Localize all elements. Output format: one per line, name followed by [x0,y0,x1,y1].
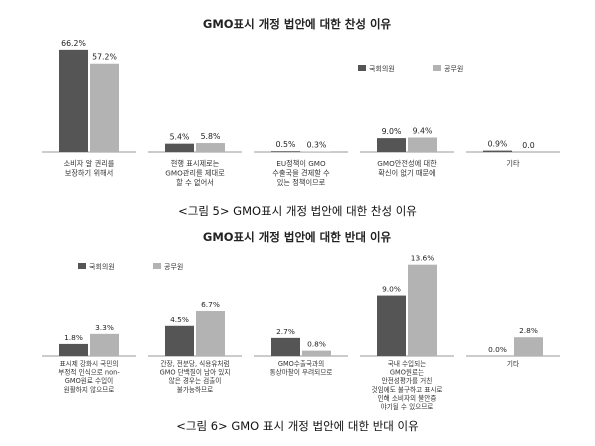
legend-label-2: 공무원 [444,64,463,73]
category-label: 부정적 인식으로 non- [58,368,120,377]
category-label: 인해 소비자의 불안증 [378,393,437,402]
legend-label-2: 공무원 [164,262,183,271]
category-label: 간장, 전분당, 식용유처럼 [160,359,229,368]
bar [90,333,119,356]
bar [377,138,406,152]
legend-swatch-2 [433,65,441,71]
data-label: 0.5% [276,140,296,149]
data-label: 0.3% [307,141,327,150]
bar [59,49,88,153]
category-label: 현행 표시제로는 [171,159,220,168]
bar [408,264,437,356]
category-label: 야기될 수 있으므로 [381,402,434,411]
chart6-title: GMO표시 개정 법안에 대한 반대 이유 [203,230,392,244]
data-label: 0.9% [488,140,508,149]
bar [59,343,88,356]
data-label: 0.8% [307,340,326,349]
data-label: 2.7% [276,327,295,336]
data-label: 5.4% [170,133,190,142]
bar [377,295,406,356]
data-label: 9.4% [413,126,433,135]
bar [514,337,543,356]
category-label: 할 수 없어서 [176,178,214,187]
data-label: 57.2% [92,53,117,62]
category-label: 통상마찰이 우려되므로 [270,368,333,377]
data-label: 2.8% [519,326,538,335]
bar [408,137,437,152]
category-label: 기타 [506,159,520,168]
category-label: 원활하지 않으므로 [64,385,115,394]
data-label: 6.7% [201,300,220,309]
bar [302,350,331,356]
category-label: 수출국을 견제할 수 [272,169,330,178]
bar [196,311,225,356]
legend-swatch-2 [153,263,161,269]
category-label: 기타 [507,359,519,368]
data-label: 9.0% [382,127,402,136]
category-label: GMO관리를 제대로 [165,169,225,178]
bar [271,337,300,356]
category-label: 불가능하므로 [177,385,213,394]
legend-swatch-1 [358,65,366,71]
category-label: GMO 단백질이 남아 있지 [160,368,231,377]
data-label: 4.5% [170,315,189,324]
category-label: 확신이 없기 때문에 [378,169,435,178]
category-label: GMO원료 수입이 [65,376,113,385]
bar [196,143,225,152]
legend-swatch-1 [78,263,86,269]
chart5-title: GMO표시 개정 법안에 대한 찬성 이유 [203,17,392,31]
bar [271,151,300,152]
category-label: 보장하기 위해서 [65,169,114,178]
category-label: GMO수출국과의 [278,359,324,368]
category-label: 소비자 알 권리를 [64,159,115,168]
data-label: 1.8% [64,333,83,342]
legend-label-1: 국회의원 [369,64,395,73]
bar [483,150,512,152]
category-label: GMO안전성에 대한 [377,159,437,168]
data-label: 3.3% [95,323,114,332]
bar [90,63,119,152]
bar [165,143,194,152]
category-label: 표시제 강화시 국민의 [60,359,119,368]
figure5-caption: <그림 5> GMO표시 개정 법안에 대한 찬성 이유 [178,204,417,218]
category-label: 안전성평가를 거친 [382,376,433,385]
data-label: 9.0% [382,285,401,294]
category-label: 국내 수입되는 [388,359,427,368]
data-label: 66.2% [61,39,86,48]
category-label: 있는 정책이므로 [277,178,326,187]
category-label: GMO원료는 [390,368,424,377]
data-label: 0.0 [522,141,534,150]
legend-label-1: 국회의원 [89,262,115,271]
category-label: EU정책이 GMO [276,159,326,168]
category-label: 것임에도 불구하고 표시로 [372,385,443,394]
data-label: 0.0% [488,345,507,354]
figure6-caption: <그림 6> GMO 표시 개정 법안에 대한 반대 이유 [176,419,419,433]
data-label: 5.8% [201,132,221,141]
data-label: 13.6% [411,254,434,263]
category-label: 않은 경우는 검출이 [169,376,222,385]
bar [165,325,194,356]
